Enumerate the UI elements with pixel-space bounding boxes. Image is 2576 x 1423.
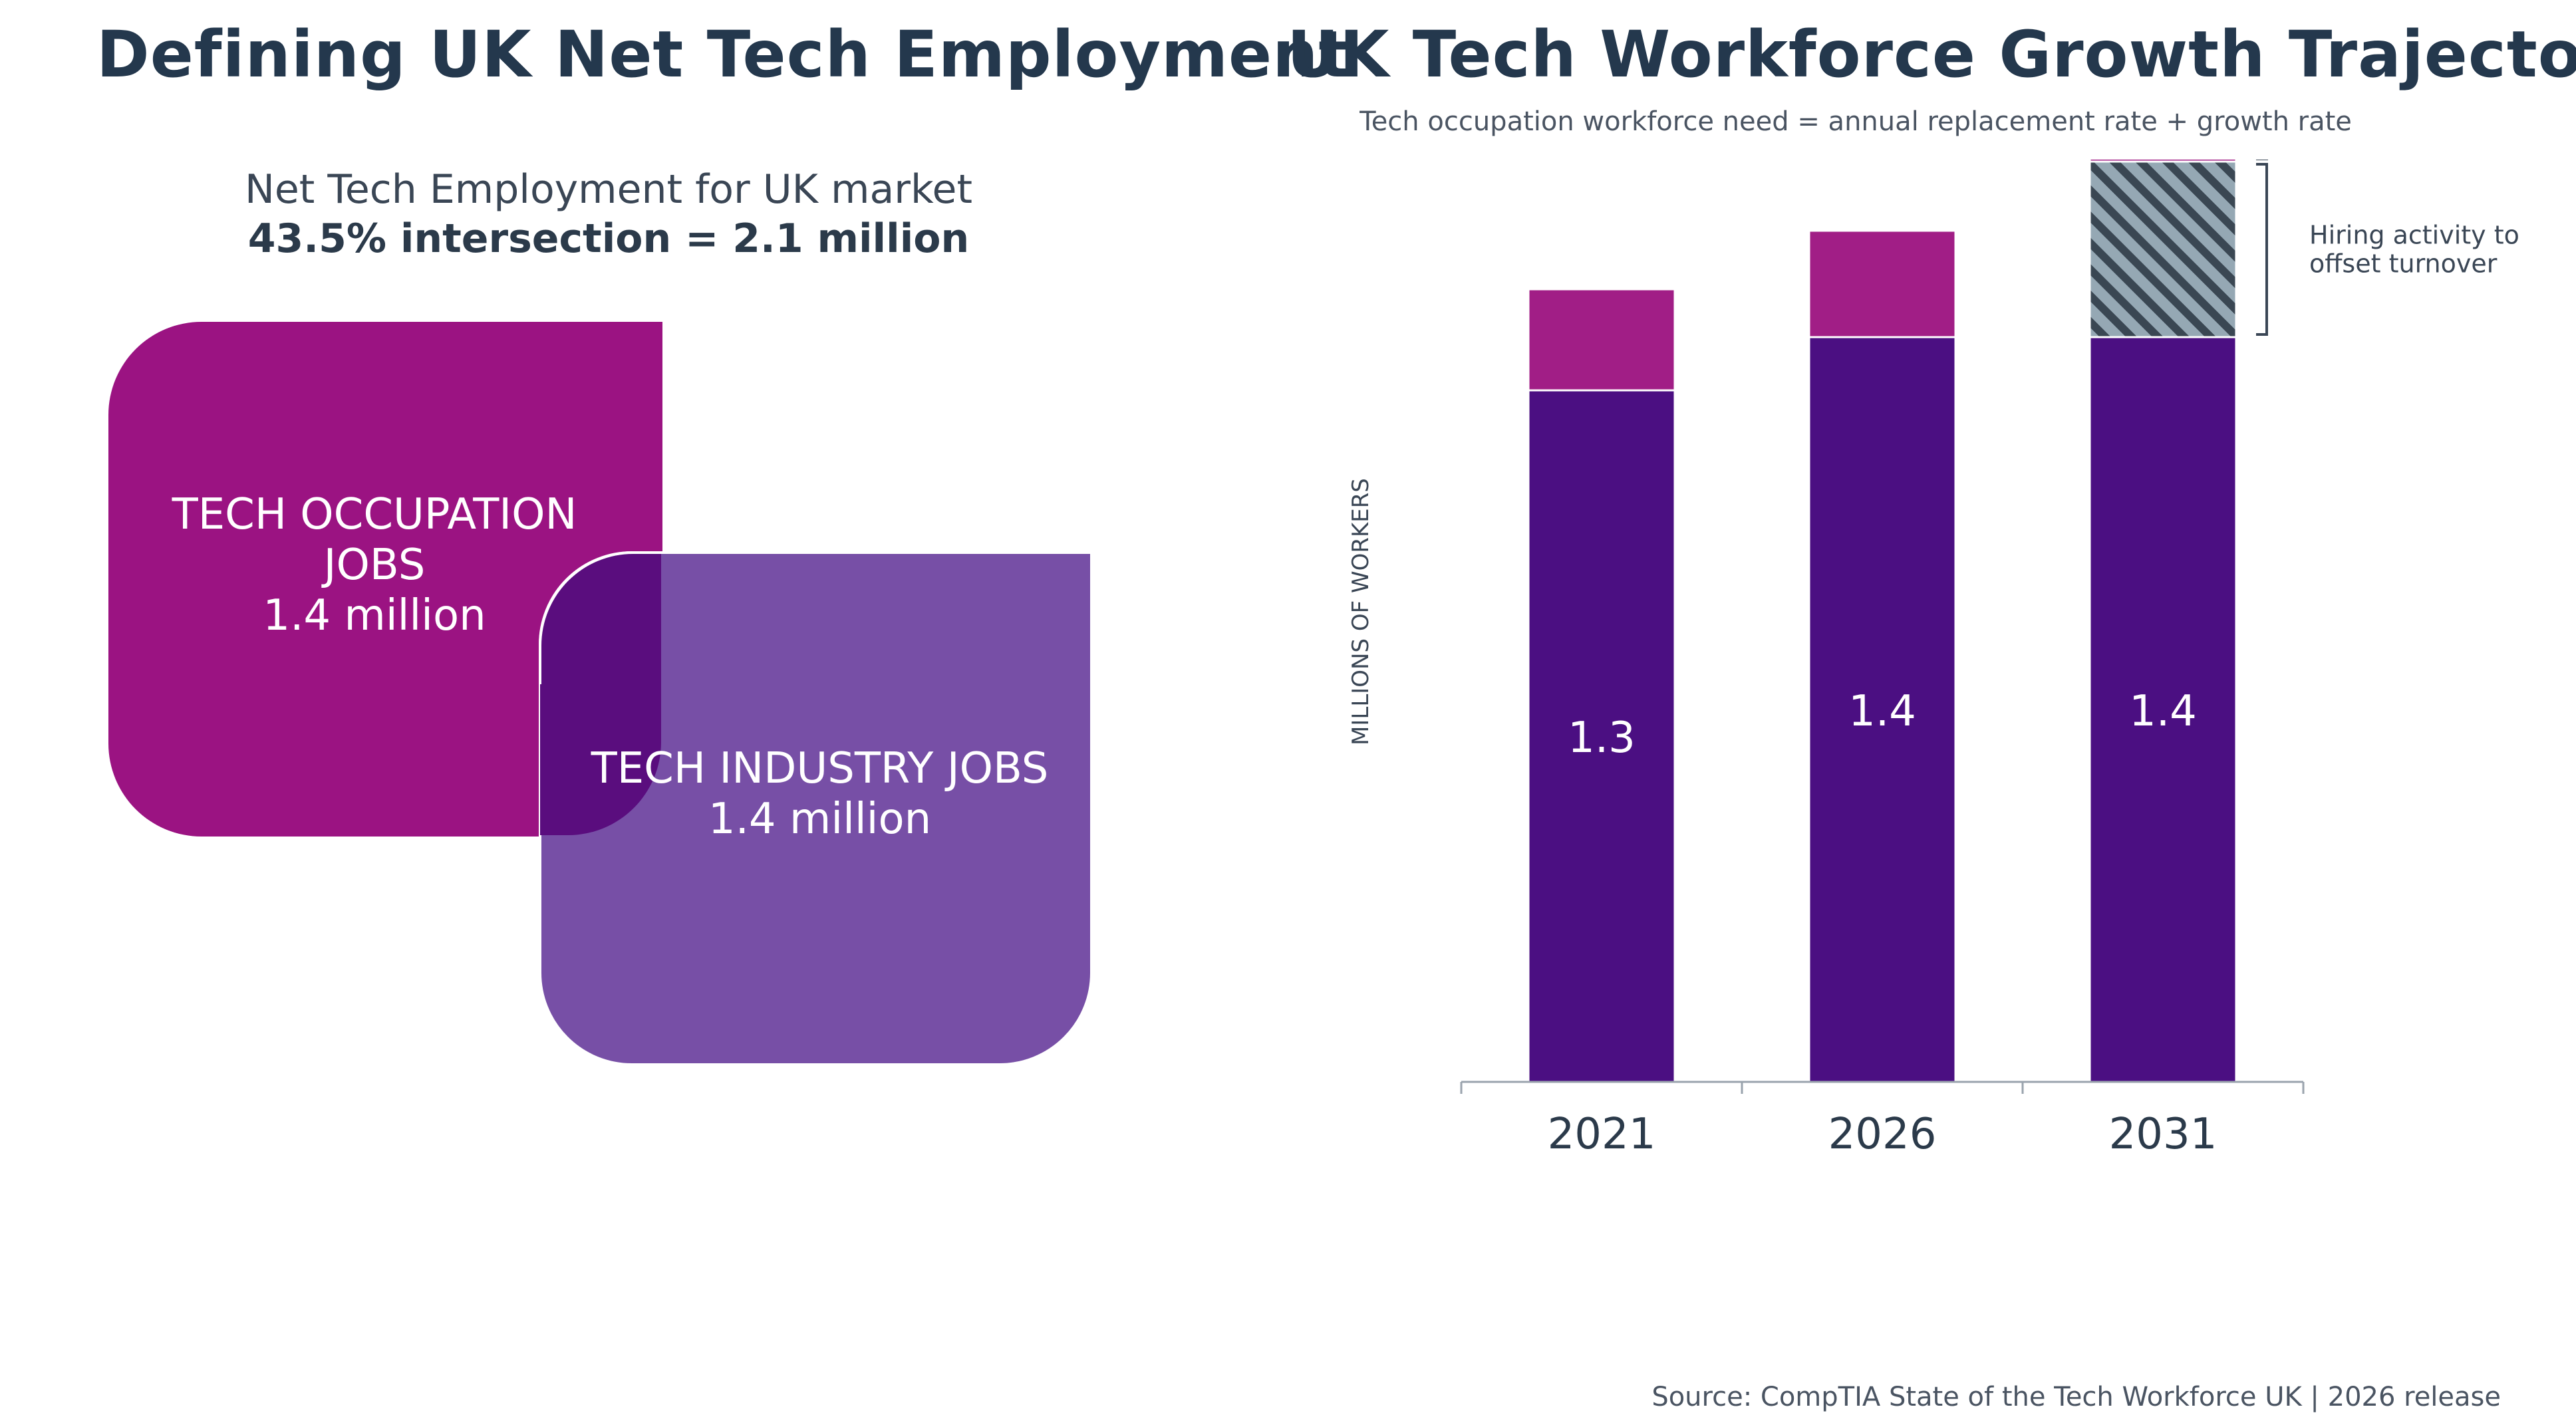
x-tick-label-2026: 2026 [1828, 1110, 1937, 1159]
y-axis-label: MILLIONS OF WORKERS [1348, 478, 1374, 745]
bar-2026-segment-2 [1808, 229, 1957, 338]
bar-2031-segment-1 [2088, 160, 2237, 338]
chart-subtitle: Tech occupation workforce need = annual … [1360, 106, 2352, 137]
bar-2031-segment-0 [2088, 336, 2237, 1083]
bar-2021-segment-2 [1527, 288, 1676, 392]
tech-occupation-label-line1: TECH OCCUPATION [172, 490, 577, 539]
tech-industry-value: 1.4 million [708, 795, 932, 844]
bar-2026-segment-0 [1808, 336, 1957, 1083]
tech-occupation-label-line2: JOBS [323, 541, 426, 590]
source-note: Source: CompTIA State of the Tech Workfo… [1651, 1382, 2501, 1412]
venn-subtitle: Net Tech Employment for UK market [244, 166, 972, 213]
tech-occupation-value: 1.4 million [263, 591, 486, 640]
annotation-2-line-1: Hiring activity to [2309, 221, 2519, 250]
x-tick-label-2031: 2031 [2109, 1110, 2218, 1159]
right-title: UK Tech Workforce Growth Trajectory [1287, 17, 2576, 92]
annotation-2-line-2: offset turnover [2309, 249, 2498, 279]
bar-2031-segment-2 [2088, 160, 2237, 163]
left-title: Defining UK Net Tech Employment [96, 17, 1350, 92]
bar-label-2026: 1.4 [1848, 687, 1916, 736]
bar-2021-segment-0 [1527, 389, 1676, 1083]
bar-label-2021: 1.3 [1568, 713, 1636, 763]
x-tick-label-2021: 2021 [1548, 1110, 1656, 1159]
tech-industry-label: TECH INDUSTRY JOBS 1.4 million [539, 743, 1101, 844]
tech-industry-label-line1: TECH INDUSTRY JOBS [591, 744, 1049, 793]
venn-intersection-value: 43.5% intersection = 2.1 million [247, 215, 970, 262]
bar-label-2031: 1.4 [2129, 687, 2197, 736]
annotation-bracket-2 [2256, 163, 2268, 336]
stacked-bar-chart: 1.3 1.4 1.4 2021 2026 2031 MILLIONS OF WORKER… [1348, 160, 2519, 1159]
tech-occupation-label: TECH OCCUPATION JOBS 1.4 million [108, 489, 641, 641]
